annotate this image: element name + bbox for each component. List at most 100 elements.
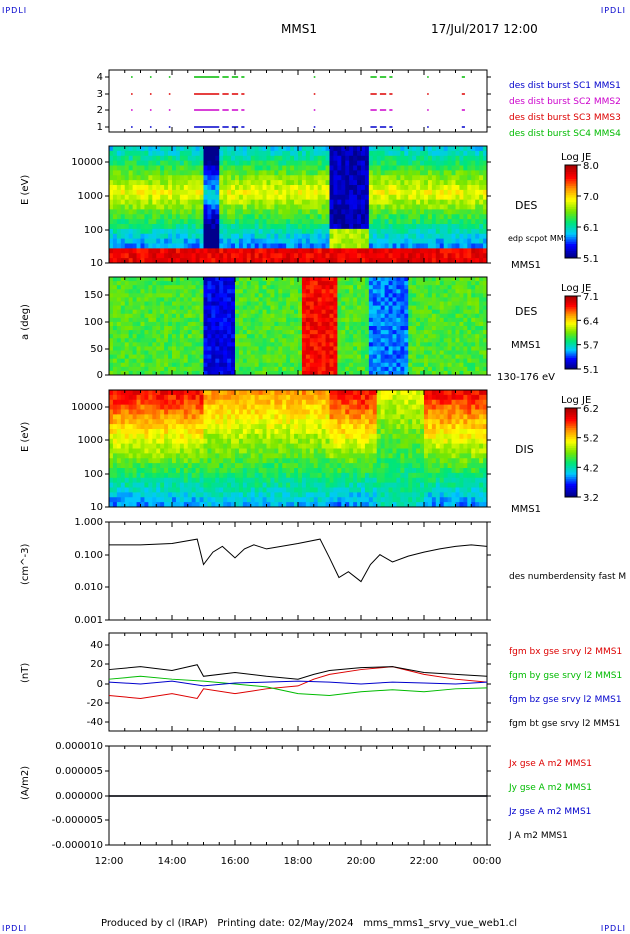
spectrogram-cell [479, 342, 484, 347]
spectrogram-cell [483, 258, 488, 264]
spectrogram-cell [211, 326, 216, 331]
spectrogram-cell [179, 354, 185, 360]
spectrogram-cell [195, 185, 200, 191]
spectrogram-cell [404, 238, 409, 244]
spectrogram-cell [242, 297, 248, 302]
spectrogram-cell [203, 204, 208, 210]
spectrogram-cell [278, 297, 283, 302]
spectrogram-cell [266, 338, 271, 343]
spectrogram-cell [463, 289, 468, 294]
spectrogram-cell [483, 170, 488, 176]
spectrogram-cell [408, 285, 413, 290]
spectrogram-cell [361, 233, 366, 240]
spectrogram-cell [266, 350, 271, 355]
spectrogram-cell [404, 350, 409, 355]
dis-energy-spectrogram [109, 390, 488, 508]
spectrogram-cell [416, 362, 421, 368]
spectrogram-cell [109, 248, 114, 254]
spectrogram-cell [175, 321, 181, 327]
spectrogram-cell [345, 175, 350, 181]
spectrogram-cell [294, 350, 299, 355]
spectrogram-cell [325, 180, 330, 186]
spectrogram-cell [380, 326, 386, 331]
spectrogram-cell [384, 180, 389, 186]
spectrogram-cell [376, 297, 382, 302]
spectrogram-cell [443, 354, 449, 360]
spectrogram-cell [455, 285, 460, 290]
spectrogram-cell [242, 209, 248, 215]
spectrogram-cell [317, 277, 323, 282]
spectrogram-cell [223, 155, 228, 162]
spectrogram-cell [282, 358, 287, 364]
spectrogram-cell [132, 354, 137, 360]
spectrogram-cell [337, 258, 342, 264]
spectrogram-cell [313, 233, 319, 240]
spectrogram-cell [435, 346, 441, 351]
spectrogram-cell [380, 293, 386, 298]
spectrogram-cell [109, 238, 114, 244]
spectrogram-cell [313, 293, 319, 298]
spectrogram-cell [140, 285, 145, 290]
spectrogram-cell [235, 165, 240, 171]
spectrogram-cell [439, 175, 445, 181]
spectrogram-cell [467, 358, 472, 364]
spectrogram-cell [479, 189, 484, 196]
colorbar-cell [565, 248, 577, 252]
spectrogram-cell [164, 317, 169, 323]
spectrogram-cell [290, 326, 295, 331]
spectrogram-cell [325, 330, 330, 335]
spectrogram-cell [238, 289, 244, 294]
spectrogram-cell [286, 238, 291, 244]
spectrogram-cell [140, 334, 145, 339]
spectrogram-cell [140, 317, 145, 323]
spectrogram-cell [388, 180, 393, 186]
spectrogram-cell [242, 233, 248, 240]
spectrogram-cell [309, 219, 315, 225]
spectrogram-cell [179, 238, 185, 244]
spectrogram-cell [317, 293, 323, 298]
spectrogram-cell [309, 146, 315, 152]
spectrogram-cell [305, 238, 311, 244]
spectrogram-cell [179, 185, 185, 191]
spectrogram-cell [128, 238, 134, 244]
spectrogram-cell [361, 370, 366, 376]
spectrogram-cell [372, 358, 378, 364]
spectrogram-cell [191, 321, 197, 327]
spectrogram-cell [463, 358, 468, 364]
spectrogram-cell [274, 289, 279, 294]
spectrogram-cell [187, 248, 193, 254]
spectrogram-cell [124, 253, 130, 259]
spectrogram-cell [290, 358, 295, 364]
spectrogram-cell [164, 281, 169, 286]
spectrogram-cell [431, 146, 437, 152]
spectrogram-cell [416, 313, 421, 319]
spectrogram-cell [258, 326, 263, 331]
spectrogram-cell [140, 293, 145, 298]
spectrogram-cell [471, 317, 476, 323]
spectrogram-cell [404, 313, 409, 319]
spectrogram-cell [479, 243, 484, 249]
spectrogram-cell [372, 354, 378, 360]
spectrogram-cell [353, 370, 358, 376]
spectrogram-cell [439, 358, 445, 364]
spectrogram-cell [475, 342, 480, 347]
spectrogram-cell [223, 289, 228, 294]
spectrogram-cell [152, 248, 157, 254]
spectrogram-cell [183, 358, 189, 364]
spectrogram-cell [471, 289, 476, 294]
spectrogram-cell [262, 238, 267, 244]
spectrogram-cell [219, 285, 224, 290]
spectrogram-cell [459, 175, 464, 181]
spectrogram-cell [235, 209, 240, 215]
spectrogram-cell [353, 175, 358, 181]
spectrogram-cell [168, 253, 173, 259]
spectrogram-cell [416, 219, 421, 225]
spectrogram-cell [313, 305, 319, 311]
spectrogram-cell [313, 350, 319, 355]
spectrogram-cell [152, 313, 157, 319]
spectrogram-cell [317, 233, 323, 240]
spectrogram-cell [463, 150, 468, 157]
colorbar-cell [565, 306, 577, 310]
spectrogram-cell [357, 146, 362, 152]
spectrogram-cell [282, 228, 287, 235]
